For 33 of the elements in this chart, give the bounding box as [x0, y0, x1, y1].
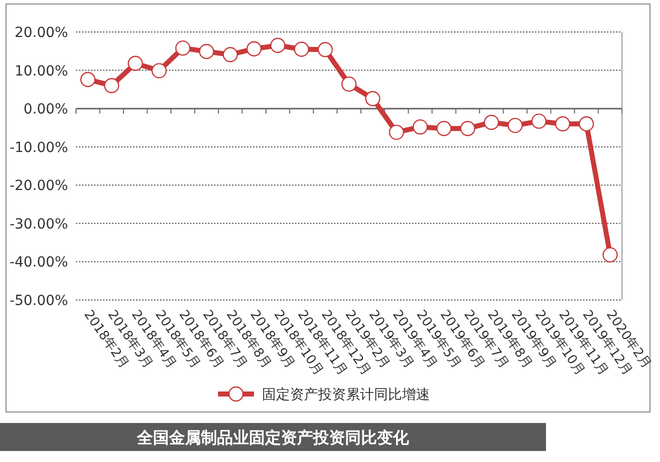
point — [508, 118, 523, 134]
point — [412, 119, 428, 135]
point — [246, 41, 262, 56]
point — [484, 114, 500, 130]
point — [270, 38, 286, 53]
point — [222, 46, 238, 62]
point — [198, 44, 214, 60]
y-tick-label: 0.00% — [24, 102, 68, 118]
point — [365, 91, 380, 106]
y-tick-label: -50.00% — [10, 293, 68, 309]
point — [578, 116, 594, 132]
point — [555, 116, 570, 132]
legend-label: 固定资产投资累计同比增速 — [262, 387, 430, 403]
point — [175, 40, 190, 56]
point — [318, 42, 333, 58]
y-tick-label: 20.00% — [14, 25, 68, 41]
point — [104, 78, 120, 94]
y-tick-label: -30.00% — [10, 216, 68, 232]
y-tick-label: -10.00% — [10, 140, 68, 156]
point — [436, 120, 452, 136]
point — [341, 76, 357, 92]
y-tick-label: -20.00% — [10, 178, 68, 194]
point — [294, 42, 310, 57]
y-tick-label: -40.00% — [10, 254, 68, 271]
text: 全国金属制品业固定资产投资同比变化 — [136, 428, 410, 447]
point — [80, 72, 96, 88]
point — [460, 120, 476, 136]
point — [128, 56, 143, 71]
point — [602, 247, 618, 262]
point — [151, 63, 167, 78]
point — [388, 124, 404, 140]
y-tick-label: 10.00% — [14, 63, 68, 80]
point — [531, 114, 547, 129]
